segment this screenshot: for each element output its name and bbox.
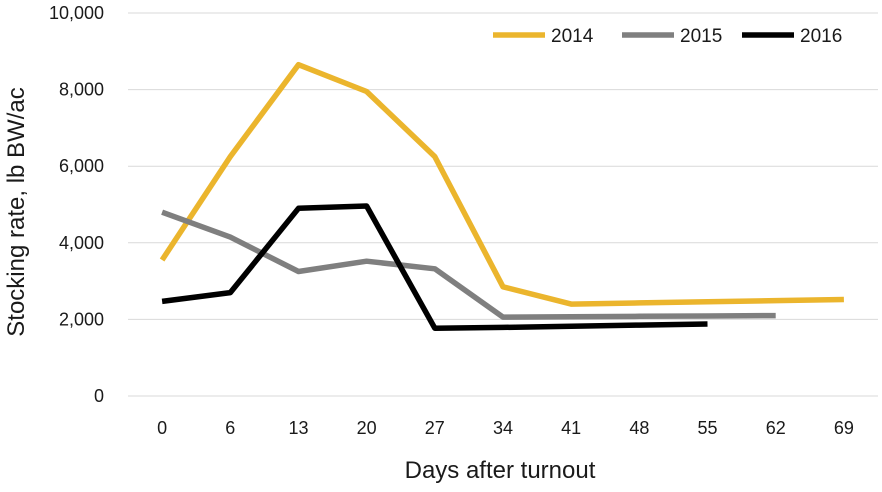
y-tick-label: 2,000 [59,309,104,329]
series-line-2014 [159,61,844,307]
y-tick-label: 0 [94,386,104,406]
x-tick-label: 20 [357,418,377,438]
y-axis-title: Stocking rate, lb BW/ac [3,87,30,336]
x-tick-label: 62 [766,418,786,438]
x-tick-label: 34 [493,418,513,438]
x-tick-label: 27 [425,418,445,438]
x-tick-label: 69 [834,418,854,438]
x-tick-label: 6 [225,418,235,438]
legend-label-2015: 2015 [680,26,722,47]
x-tick-label: 0 [157,418,167,438]
x-axis-title: Days after turnout [405,457,596,484]
series-line-2016 [161,203,708,331]
y-tick-label: 4,000 [59,233,104,253]
x-tick-label: 13 [288,418,308,438]
legend-label-2016: 2016 [800,26,842,47]
y-tick-label: 6,000 [59,156,104,176]
y-axis-ticks: 0 2,000 4,000 6,000 8,000 10,000 [49,3,104,406]
x-tick-label: 55 [698,418,718,438]
x-tick-label: 41 [561,418,581,438]
y-tick-label: 8,000 [59,80,104,100]
legend-label-2014: 2014 [551,26,594,47]
series-lines [159,61,844,331]
legend: 2014 2015 2016 [493,26,842,47]
x-axis-ticks: 0 6 13 20 27 34 41 48 55 62 69 [157,418,854,438]
x-tick-label: 48 [629,418,649,438]
y-tick-label: 10,000 [49,3,104,23]
gridlines [128,12,878,397]
